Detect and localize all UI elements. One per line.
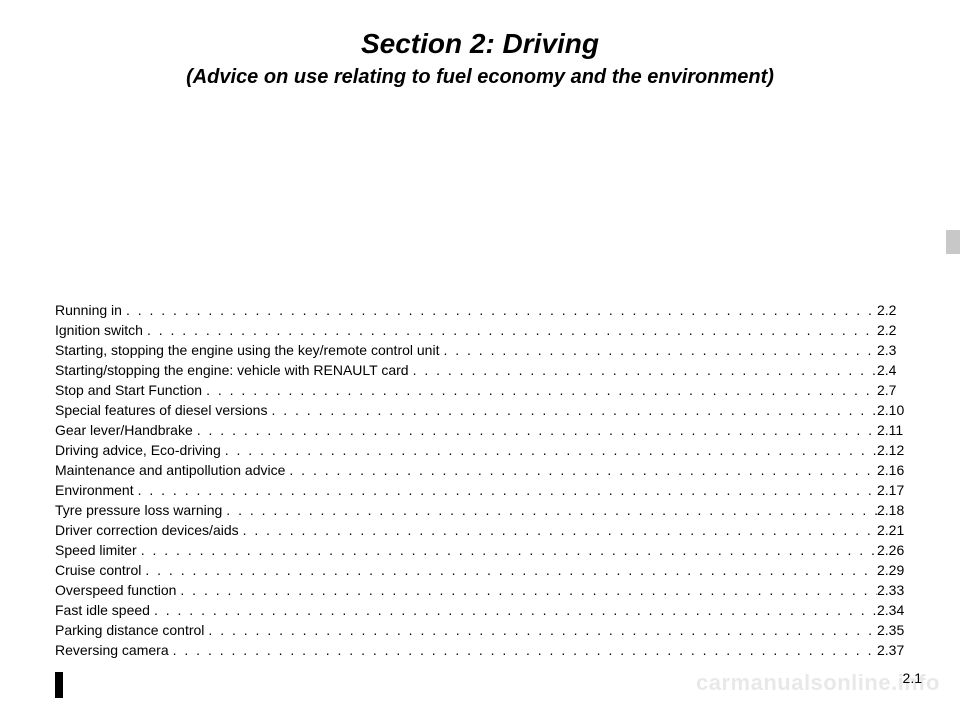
toc-row: Speed limiter 2.26 [55, 540, 925, 560]
toc-row: Overspeed function 2.33 [55, 580, 925, 600]
toc-label: Gear lever/Handbrake [55, 420, 193, 440]
toc-page: 2.10 [877, 400, 925, 420]
toc-leader-dots [202, 380, 877, 400]
toc-leader-dots [122, 300, 877, 320]
toc-label: Starting, stopping the engine using the … [55, 340, 439, 360]
toc-page: 2.16 [877, 460, 925, 480]
watermark-text: carmanualsonline.info [696, 670, 940, 696]
toc-page: 2.4 [877, 360, 925, 380]
toc-page: 2.21 [877, 520, 925, 540]
toc-label: Running in [55, 300, 122, 320]
manual-page: Section 2: Driving (Advice on use relati… [0, 0, 960, 710]
toc-leader-dots [239, 520, 877, 540]
toc-leader-dots [150, 600, 877, 620]
toc-leader-dots [176, 580, 877, 600]
toc-leader-dots [267, 400, 877, 420]
title-block: Section 2: Driving (Advice on use relati… [0, 0, 960, 89]
toc-row: Special features of diesel versions 2.10 [55, 400, 925, 420]
section-tab-marker [946, 230, 960, 254]
section-subtitle: (Advice on use relating to fuel economy … [0, 66, 960, 89]
toc-leader-dots [204, 620, 877, 640]
toc-leader-dots [409, 360, 877, 380]
toc-page: 2.35 [877, 620, 925, 640]
toc-leader-dots [285, 460, 877, 480]
toc-page: 2.34 [877, 600, 925, 620]
toc-page: 2.33 [877, 580, 925, 600]
toc-row: Cruise control 2.29 [55, 560, 925, 580]
toc-label: Environment [55, 480, 134, 500]
toc-row: Tyre pressure loss warning 2.18 [55, 500, 925, 520]
toc-leader-dots [221, 440, 877, 460]
toc-leader-dots [141, 560, 877, 580]
toc-leader-dots [143, 320, 877, 340]
toc-row: Driving advice, Eco-driving 2.12 [55, 440, 925, 460]
toc-row: Gear lever/Handbrake 2.11 [55, 420, 925, 440]
toc-row: Running in 2.2 [55, 300, 925, 320]
toc-row: Stop and Start Function 2.7 [55, 380, 925, 400]
toc-row: Driver correction devices/aids 2.21 [55, 520, 925, 540]
toc-page: 2.26 [877, 540, 925, 560]
toc-label: Parking distance control [55, 620, 204, 640]
toc-row: Ignition switch 2.2 [55, 320, 925, 340]
toc-row: Starting, stopping the engine using the … [55, 340, 925, 360]
toc-leader-dots [222, 500, 877, 520]
toc-row: Reversing camera 2.37 [55, 640, 925, 660]
toc-label: Ignition switch [55, 320, 143, 340]
toc-page: 2.17 [877, 480, 925, 500]
toc-label: Starting/stopping the engine: vehicle wi… [55, 360, 409, 380]
toc-leader-dots [137, 540, 877, 560]
toc-label: Tyre pressure loss warning [55, 500, 222, 520]
toc-label: Stop and Start Function [55, 380, 202, 400]
toc-label: Special features of diesel versions [55, 400, 267, 420]
toc-page: 2.37 [877, 640, 925, 660]
toc-leader-dots [439, 340, 877, 360]
toc-label: Fast idle speed [55, 600, 150, 620]
toc-label: Reversing camera [55, 640, 169, 660]
toc-label: Driver correction devices/aids [55, 520, 239, 540]
toc-label: Maintenance and antipollution advice [55, 460, 285, 480]
toc-page: 2.18 [877, 500, 925, 520]
toc-label: Speed limiter [55, 540, 137, 560]
toc-page: 2.3 [877, 340, 925, 360]
toc-leader-dots [134, 480, 877, 500]
toc-leader-dots [169, 640, 877, 660]
toc-row: Parking distance control 2.35 [55, 620, 925, 640]
toc-page: 2.29 [877, 560, 925, 580]
toc-label: Overspeed function [55, 580, 176, 600]
toc-page: 2.12 [877, 440, 925, 460]
toc-label: Driving advice, Eco-driving [55, 440, 221, 460]
toc-row: Starting/stopping the engine: vehicle wi… [55, 360, 925, 380]
toc-row: Fast idle speed 2.34 [55, 600, 925, 620]
toc-label: Cruise control [55, 560, 141, 580]
toc-page: 2.2 [877, 320, 925, 340]
toc-page: 2.2 [877, 300, 925, 320]
crop-mark-icon [55, 672, 63, 698]
toc-page: 2.11 [877, 420, 925, 440]
toc-page: 2.7 [877, 380, 925, 400]
toc-row: Environment 2.17 [55, 480, 925, 500]
section-title: Section 2: Driving [0, 28, 960, 60]
table-of-contents: Running in 2.2 Ignition switch 2.2 Start… [55, 300, 925, 660]
toc-row: Maintenance and antipollution advice 2.1… [55, 460, 925, 480]
toc-leader-dots [193, 420, 877, 440]
